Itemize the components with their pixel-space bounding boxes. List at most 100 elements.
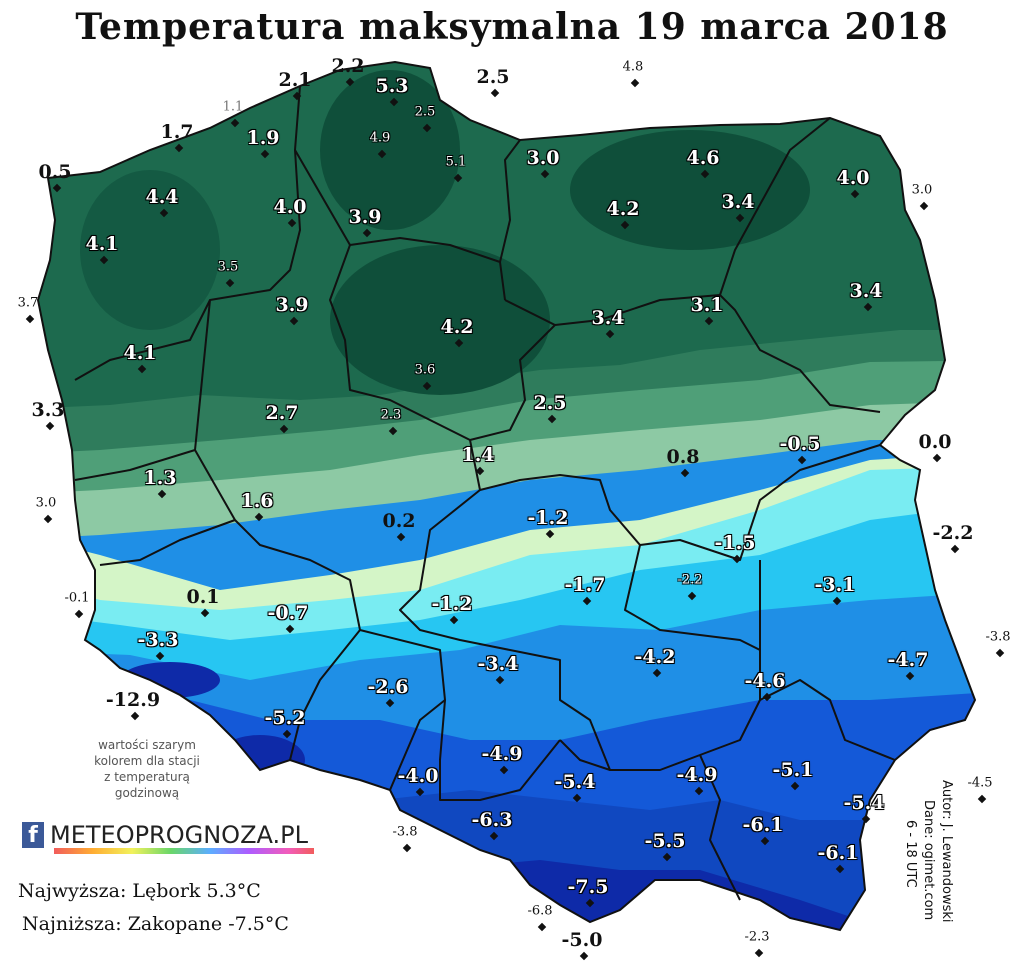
station-marker xyxy=(130,711,140,721)
data-source: Dane: ogimet.com xyxy=(921,800,936,921)
station-temp-label: 4.1 xyxy=(85,233,119,255)
station-temp-label: 0.2 xyxy=(382,510,416,532)
station-marker xyxy=(475,466,485,476)
station-temp-label: 3.9 xyxy=(275,294,309,316)
station-temp-label: -1.5 xyxy=(714,532,756,554)
station-temp-label: -7.5 xyxy=(567,876,609,898)
author-name: Autor: J. Lewandowski xyxy=(939,780,954,923)
legend-note-line: wartości szarym xyxy=(98,738,196,752)
station-temp-label: -12.9 xyxy=(105,689,161,711)
author-credits: Autor: J. Lewandowski Dane: ogimet.com 6… xyxy=(892,780,962,940)
station-marker xyxy=(832,596,842,606)
station-temp-label: -6.3 xyxy=(471,809,513,831)
station-marker xyxy=(345,77,355,87)
station-marker xyxy=(287,218,297,228)
station-marker xyxy=(174,143,184,153)
station-temp-label: 4.0 xyxy=(273,196,307,218)
station-marker xyxy=(662,852,672,862)
meteoprognoza-logo[interactable]: f METEOPROGNOZA.PL xyxy=(22,815,308,855)
station-temp-label: 2.5 xyxy=(476,66,510,88)
station-temp-label: 3.4 xyxy=(849,280,883,302)
station-temp-label: -6.8 xyxy=(527,903,553,919)
station-marker xyxy=(396,532,406,542)
station-temp-label: -1.2 xyxy=(431,593,473,615)
station-temp-label: 3.0 xyxy=(911,182,933,198)
station-temp-label: 3.1 xyxy=(690,294,724,316)
map-title: Temperatura maksymalna 19 marca 2018 xyxy=(75,6,949,48)
station-marker xyxy=(490,88,500,98)
station-marker xyxy=(388,426,398,436)
time-range: 6 - 18 UTC xyxy=(903,820,918,888)
station-temp-label: 2.7 xyxy=(265,402,299,424)
station-temp-label: 4.0 xyxy=(836,167,870,189)
station-temp-label: -4.0 xyxy=(397,765,439,787)
station-temp-label: -0.5 xyxy=(779,433,821,455)
station-temp-label: -2.2 xyxy=(677,572,703,588)
station-temp-label: -4.7 xyxy=(887,649,929,671)
station-marker xyxy=(282,729,292,739)
station-marker xyxy=(454,338,464,348)
station-markers xyxy=(25,77,1005,961)
station-marker xyxy=(762,692,772,702)
station-marker xyxy=(704,316,714,326)
station-temp-label: 0.0 xyxy=(918,431,952,453)
station-temp-label: -2.2 xyxy=(932,522,974,544)
station-temp-label: 5.1 xyxy=(445,154,467,170)
station-temp-label: 4.6 xyxy=(686,147,720,169)
station-temp-label: -4.9 xyxy=(676,764,718,786)
station-marker xyxy=(995,648,1005,658)
station-marker xyxy=(52,183,62,193)
station-marker xyxy=(385,698,395,708)
station-temp-label: 3.0 xyxy=(526,147,560,169)
station-temp-label: -5.5 xyxy=(644,830,686,852)
station-temp-label: -1.7 xyxy=(564,574,606,596)
station-marker xyxy=(687,591,697,601)
station-marker xyxy=(605,329,615,339)
station-marker xyxy=(863,302,873,312)
station-marker xyxy=(25,314,35,324)
station-marker xyxy=(905,671,915,681)
station-marker xyxy=(157,489,167,499)
station-marker xyxy=(449,615,459,625)
station-marker xyxy=(630,78,640,88)
station-temp-label: 3.5 xyxy=(217,259,239,275)
station-temp-label: -3.8 xyxy=(392,824,418,840)
station-temp-label: -5.4 xyxy=(843,792,885,814)
station-marker xyxy=(652,668,662,678)
station-temp-label: -3.3 xyxy=(137,629,179,651)
station-marker xyxy=(260,149,270,159)
station-marker xyxy=(732,554,742,564)
station-marker xyxy=(760,836,770,846)
station-temp-label: 1.6 xyxy=(240,490,274,512)
station-marker xyxy=(694,786,704,796)
station-marker xyxy=(489,831,499,841)
station-marker xyxy=(545,529,555,539)
station-temp-label: 3.6 xyxy=(414,362,436,378)
station-marker xyxy=(137,364,147,374)
station-temp-label: -2.6 xyxy=(367,676,409,698)
station-temp-label: 4.4 xyxy=(145,186,179,208)
station-temp-label: 2.3 xyxy=(380,407,402,423)
station-temp-label: 0.8 xyxy=(666,446,700,468)
max-temp-stat: Najwyższa: Lębork 5.3°C xyxy=(18,880,261,902)
station-marker xyxy=(495,675,505,685)
station-marker xyxy=(377,149,387,159)
station-marker xyxy=(582,596,592,606)
station-marker xyxy=(289,316,299,326)
station-temp-label: 4.2 xyxy=(606,198,640,220)
station-temp-label: 2.5 xyxy=(414,104,436,120)
station-temp-label: 1.4 xyxy=(461,444,495,466)
station-temp-label: -4.6 xyxy=(744,670,786,692)
station-temp-label: 3.4 xyxy=(591,307,625,329)
station-temp-label: 3.7 xyxy=(17,295,39,311)
station-temp-label: 1.3 xyxy=(143,467,177,489)
station-marker xyxy=(680,468,690,478)
station-temp-label: 5.3 xyxy=(375,75,409,97)
station-temp-label: 2.5 xyxy=(533,392,567,414)
station-marker xyxy=(919,201,929,211)
station-temp-label: 3.9 xyxy=(348,206,382,228)
station-temp-label: -3.4 xyxy=(477,653,519,675)
facebook-icon[interactable]: f xyxy=(22,822,44,848)
station-temp-label: 0.1 xyxy=(186,586,220,608)
